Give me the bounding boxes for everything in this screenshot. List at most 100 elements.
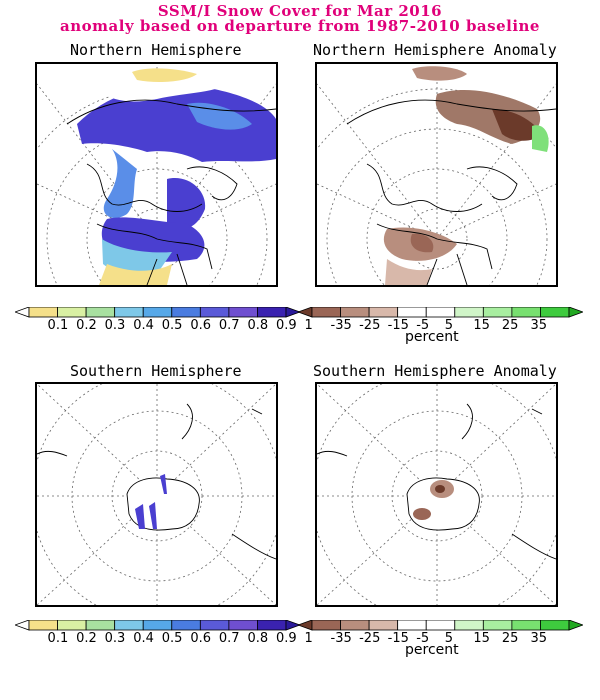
sh-colorbar-tick-label: 0.6: [190, 631, 212, 646]
sha-colorbar-swatch-4: [397, 620, 427, 631]
sha-colorbar-swatch-5: [425, 620, 456, 631]
sha-colorbar-tick-label: -5: [416, 631, 430, 646]
sha-map: [315, 382, 558, 607]
sha-colorbar-swatch-10: [568, 620, 583, 631]
coastlines: [346, 99, 556, 285]
sh-colorbar-tick-label: 0.5: [161, 631, 183, 646]
sh-colorbar-swatch-5: [142, 620, 173, 631]
sh-colorbar-tick-label: 1: [304, 631, 313, 646]
nh-colorbar: [15, 307, 300, 318]
nha-colorbar-swatch-6: [454, 307, 484, 318]
nha-colorbar-tick-label: -5: [416, 318, 430, 333]
sh-colorbar-tick-label: 0.8: [247, 631, 269, 646]
sha-colorbar-swatch-0: [298, 620, 313, 631]
nha-map: [315, 62, 558, 287]
nh-colorbar-tick-label: 0.2: [76, 318, 97, 333]
sha-colorbar-unit: percent: [405, 642, 459, 658]
nh-colorbar-swatch-1: [28, 307, 58, 318]
nha-colorbar-tick-label: 15: [473, 318, 490, 333]
sh-colorbar-swatch-1: [28, 620, 58, 631]
nh-colorbar-tick-label: 0.3: [104, 318, 126, 333]
sha-colorbar-tick-label: 25: [501, 631, 519, 646]
nha-colorbar-labels: -35 -25 -15 -5 5 15 25 35: [298, 318, 583, 334]
nh-colorbar-swatch-6: [171, 307, 201, 318]
nha-colorbar-tick-label: 35: [530, 318, 547, 333]
nh-panel-title: Northern Hemisphere: [70, 41, 242, 59]
sh-colorbar-swatch-0: [15, 620, 30, 631]
nh-colorbar-swatch-2: [57, 307, 87, 318]
nh-colorbar-swatch-10: [285, 307, 300, 318]
sha-colorbar-swatch-8: [511, 620, 541, 631]
sh-colorbar-tick-label: 0.1: [47, 631, 69, 646]
figure-subtitle: anomaly based on departure from 1987-201…: [60, 17, 540, 35]
sha-colorbar-tick-label: 15: [473, 631, 490, 646]
antarctica: [126, 474, 200, 531]
nh-colorbar-swatch-8: [228, 307, 258, 318]
nh-colorbar-swatch-3: [85, 307, 116, 318]
nh-colorbar-swatch-5: [142, 307, 173, 318]
sh-colorbar-tick-label: 0.9: [276, 631, 297, 646]
nha-colorbar-swatch-3: [368, 307, 399, 318]
sha-colorbar-tick-label: 35: [530, 631, 547, 646]
figure-title: SSM/I Snow Cover for Mar 2016: [157, 2, 443, 20]
antarctica: [406, 477, 480, 531]
graticule: [317, 64, 556, 285]
nh-colorbar-tick-label: 0.1: [47, 318, 69, 333]
sha-colorbar-swatch-6: [454, 620, 484, 631]
coastlines: [66, 99, 276, 285]
nh-colorbar-tick-label: 0.5: [161, 318, 183, 333]
nha-colorbar-tick-label: 5: [444, 318, 454, 333]
sh-colorbar-tick-label: 0.3: [104, 631, 126, 646]
nh-colorbar-tick-label: 0.4: [133, 318, 154, 333]
sha-colorbar-swatch-1: [311, 620, 341, 631]
sh-colorbar-swatch-9: [257, 620, 287, 631]
nha-panel-title: Northern Hemisphere Anomaly: [313, 41, 557, 59]
sha-colorbar-tick-label: -35: [330, 631, 352, 646]
nha-colorbar-swatch-8: [511, 307, 541, 318]
nh-colorbar-tick-label: 1: [304, 318, 313, 333]
nha-colorbar-tick-label: 25: [501, 318, 519, 333]
sh-colorbar-swatch-7: [199, 620, 230, 631]
sh-colorbar-swatch-6: [171, 620, 201, 631]
sh-map: [35, 382, 278, 607]
snow-cover-field: [77, 67, 276, 285]
nha-colorbar-swatch-5: [425, 307, 456, 318]
nha-colorbar: [298, 307, 583, 318]
coastlines: [37, 403, 276, 560]
nh-colorbar-swatch-9: [257, 307, 287, 318]
sh-colorbar-labels: 0.1 0.2 0.3 0.4 0.5 0.6 0.7 0.8 0.9 1: [15, 631, 313, 647]
nh-colorbar-swatch-4: [114, 307, 144, 318]
sh-panel-title: Southern Hemisphere: [70, 362, 242, 380]
sh-colorbar-tick-label: 0.2: [76, 631, 97, 646]
nha-colorbar-swatch-2: [340, 307, 370, 318]
nha-colorbar-swatch-7: [482, 307, 513, 318]
sh-colorbar-swatch-4: [114, 620, 144, 631]
nha-colorbar-tick-label: -15: [387, 318, 409, 333]
nha-map-svg: [317, 64, 556, 285]
nha-colorbar-swatch-4: [397, 307, 427, 318]
nh-colorbar-swatch-7: [199, 307, 230, 318]
sha-colorbar-swatch-2: [340, 620, 370, 631]
sha-colorbar-swatch-9: [540, 620, 570, 631]
sh-colorbar-swatch-3: [85, 620, 116, 631]
nh-map-svg: [37, 64, 276, 285]
sh-colorbar-tick-label: 0.4: [133, 631, 154, 646]
nh-colorbar-tick-label: 0.8: [247, 318, 269, 333]
sha-colorbar: [298, 620, 583, 631]
nha-colorbar-swatch-0: [298, 307, 313, 318]
nha-colorbar-swatch-1: [311, 307, 341, 318]
sha-colorbar-tick-label: 5: [444, 631, 454, 646]
sh-colorbar-tick-label: 0.7: [218, 631, 240, 646]
nha-colorbar-unit: percent: [405, 329, 459, 345]
sh-colorbar: [15, 620, 300, 631]
nha-colorbar-tick-label: -25: [359, 318, 381, 333]
sha-colorbar-tick-label: -25: [359, 631, 381, 646]
sha-colorbar-labels: -35 -25 -15 -5 5 15 25 35: [298, 631, 583, 647]
nh-colorbar-swatch-0: [15, 307, 30, 318]
coastlines: [317, 403, 556, 560]
sh-map-svg: [37, 384, 276, 605]
sh-colorbar-swatch-2: [57, 620, 87, 631]
nha-colorbar-tick-label: -35: [330, 318, 352, 333]
sh-colorbar-swatch-8: [228, 620, 258, 631]
sha-colorbar-swatch-3: [368, 620, 399, 631]
